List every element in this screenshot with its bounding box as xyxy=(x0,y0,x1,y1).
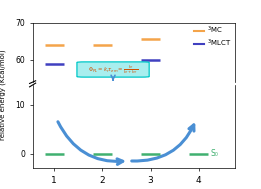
FancyBboxPatch shape xyxy=(77,62,149,77)
Text: S₀: S₀ xyxy=(211,149,219,158)
Text: relative energy (Kcal/mol): relative energy (Kcal/mol) xyxy=(0,49,6,140)
Text: $\Phi_{PL}=k_r\tau_{em}=\frac{k_r}{k_r+k_{nr}}$: $\Phi_{PL}=k_r\tau_{em}=\frac{k_r}{k_r+k… xyxy=(88,63,138,76)
Legend: $^3$MC, $^3$MLCT: $^3$MC, $^3$MLCT xyxy=(194,25,232,49)
